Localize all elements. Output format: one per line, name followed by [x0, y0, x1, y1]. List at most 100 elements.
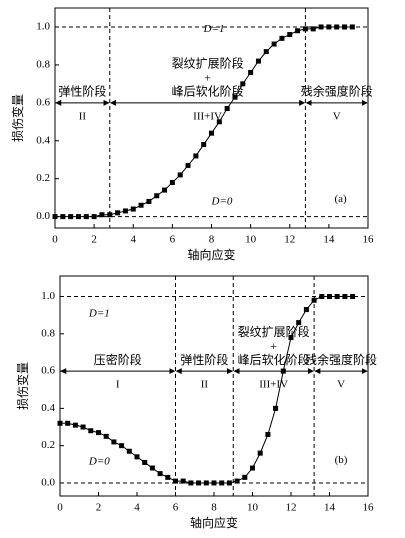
- y-tick-label: 0.6: [36, 96, 50, 108]
- reference-label: D=0: [211, 196, 233, 208]
- data-point: [318, 24, 324, 30]
- data-point: [52, 214, 58, 220]
- y-tick-label: 0.8: [41, 327, 55, 339]
- x-tick-label: 2: [91, 234, 97, 246]
- data-point: [157, 471, 163, 477]
- stage-label: 弹性阶段: [58, 84, 106, 99]
- data-point: [296, 320, 302, 326]
- data-point: [211, 480, 217, 486]
- data-point: [280, 368, 286, 374]
- data-point: [209, 130, 214, 136]
- data-point: [350, 294, 356, 300]
- data-point: [327, 294, 332, 300]
- data-point: [83, 214, 89, 220]
- data-point: [99, 212, 105, 218]
- stage-label: 裂纹扩展阶段: [172, 56, 244, 71]
- data-point: [240, 81, 246, 87]
- stage-label: 残余强度阶段: [301, 84, 373, 99]
- data-point: [142, 459, 148, 465]
- y-tick-label: 0.2: [41, 439, 55, 451]
- data-point: [295, 28, 301, 34]
- data-point: [149, 465, 155, 471]
- x-tick-label: 2: [96, 502, 102, 514]
- stage-numeral: III+IV: [259, 379, 288, 391]
- stage-label: 压密阶段: [94, 352, 142, 367]
- data-point: [169, 179, 175, 185]
- stage-label: +: [204, 71, 211, 85]
- stage-numeral: I: [116, 379, 120, 391]
- y-tick-label: 1.0: [36, 20, 50, 32]
- x-tick-label: 6: [170, 234, 176, 246]
- y-tick-label: 0.8: [36, 58, 50, 70]
- data-point: [250, 465, 255, 471]
- data-point: [263, 49, 269, 55]
- data-point: [115, 210, 121, 216]
- x-tick-label: 8: [211, 502, 217, 514]
- data-point: [57, 420, 63, 426]
- x-tick-label: 0: [57, 502, 63, 514]
- data-point: [134, 454, 140, 460]
- data-point: [107, 212, 113, 218]
- data-point: [180, 478, 186, 484]
- stage-label: 残余强度阶段: [305, 352, 377, 367]
- data-point: [232, 94, 238, 100]
- y-tick-label: 0.4: [41, 402, 55, 414]
- panel-label: (a): [335, 193, 348, 205]
- data-point: [88, 428, 94, 434]
- data-point: [242, 474, 248, 480]
- data-point: [224, 106, 230, 112]
- data-point: [154, 193, 160, 199]
- data-point: [273, 405, 279, 411]
- data-point: [138, 202, 144, 208]
- x-tick-label: 4: [134, 502, 140, 514]
- panel-label: (b): [335, 454, 348, 466]
- y-tick-label: 0.2: [36, 172, 50, 184]
- data-point: [72, 422, 78, 428]
- y-tick-label: 1.0: [41, 290, 55, 302]
- y-axis-label: 损伤变量: [10, 94, 25, 142]
- data-point: [226, 480, 232, 486]
- data-point: [111, 439, 117, 445]
- y-axis-label: 损伤变量: [15, 362, 30, 410]
- data-point: [342, 24, 348, 30]
- reference-label: D=0: [88, 455, 110, 467]
- x-tick-label: 14: [323, 234, 335, 246]
- data-point: [303, 307, 309, 313]
- data-point: [75, 214, 81, 220]
- data-point: [173, 478, 178, 484]
- data-point: [68, 214, 74, 220]
- stage-numeral: II: [201, 379, 209, 391]
- stage-label: 弹性阶段: [180, 352, 228, 367]
- y-tick-label: 0.0: [36, 210, 50, 222]
- data-point: [219, 480, 225, 486]
- x-tick-label: 10: [247, 502, 259, 514]
- x-tick-label: 12: [284, 234, 295, 246]
- data-point: [188, 480, 194, 486]
- data-point: [271, 41, 277, 47]
- data-point: [146, 198, 152, 204]
- x-tick-label: 6: [173, 502, 179, 514]
- data-point: [165, 474, 171, 480]
- data-point: [185, 162, 191, 168]
- stage-label: 峰后软化阶段: [238, 352, 310, 367]
- x-tick-label: 0: [52, 234, 58, 246]
- data-point: [349, 24, 355, 30]
- x-axis-label: 轴向应变: [187, 247, 235, 262]
- data-point: [342, 294, 348, 300]
- x-tick-label: 10: [245, 234, 257, 246]
- stage-numeral: II: [79, 110, 87, 122]
- data-point: [288, 335, 294, 341]
- data-point: [196, 480, 202, 486]
- reference-label: D=1: [203, 23, 225, 35]
- x-tick-label: 16: [363, 234, 375, 246]
- x-axis-label: 轴向应变: [190, 515, 238, 530]
- stage-label: 裂纹扩展阶段: [238, 324, 310, 339]
- data-point: [326, 24, 332, 30]
- data-point: [279, 35, 285, 41]
- data-point: [310, 26, 316, 32]
- data-point: [287, 32, 293, 38]
- stage-numeral: III+IV: [193, 110, 222, 122]
- x-tick-label: 4: [131, 234, 137, 246]
- data-point: [91, 214, 97, 220]
